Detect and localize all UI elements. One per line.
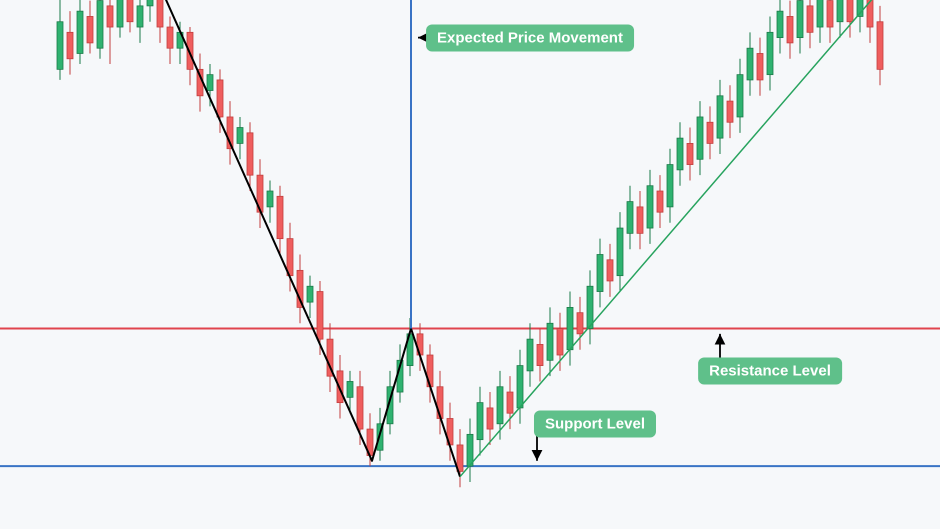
resistance-level-label: Resistance Level bbox=[698, 357, 842, 384]
chart-svg bbox=[0, 0, 940, 529]
expected-price-movement-label: Expected Price Movement bbox=[426, 24, 634, 51]
support-level-label: Support Level bbox=[534, 410, 656, 437]
candlestick-pattern-chart: Expected Price Movement Resistance Level… bbox=[0, 0, 940, 529]
